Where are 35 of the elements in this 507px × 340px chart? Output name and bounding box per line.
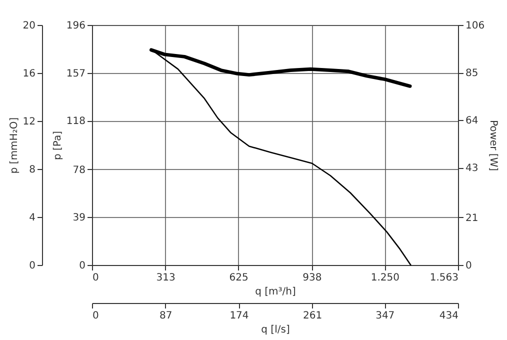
y-tick-label: 196 xyxy=(66,20,86,32)
y3-axis-title: p [mmH₂O] xyxy=(8,117,20,174)
y3-tick-label: 16 xyxy=(22,68,36,80)
y-tick-label: 0 xyxy=(79,260,86,272)
x-tick-label: 0 xyxy=(92,272,99,284)
x2-tick-label: 174 xyxy=(230,310,249,322)
x2-tick-label: 261 xyxy=(303,310,322,322)
y3-tick-label: 4 xyxy=(29,212,36,224)
y2-tick-label: 0 xyxy=(466,260,472,272)
x-tick-label: 938 xyxy=(302,272,322,284)
x2-tick-label: 434 xyxy=(439,310,458,322)
y3-tick-label: 12 xyxy=(22,116,36,128)
x2-tick-label: 87 xyxy=(160,310,172,322)
y3-tick-label: 20 xyxy=(22,20,36,32)
y2-tick-label: 106 xyxy=(466,20,485,32)
x2-tick-label: 0 xyxy=(92,310,99,322)
x-axis-title: q [m³/h] xyxy=(255,286,296,298)
x-tick-label: 625 xyxy=(229,272,248,284)
x2-tick-label: 347 xyxy=(376,310,395,322)
y2-tick-label: 85 xyxy=(466,68,478,80)
y-axis-title: p [Pa] xyxy=(52,130,64,160)
y3-tick-label: 0 xyxy=(29,260,36,272)
x-tick-label: 1.563 xyxy=(430,272,458,284)
y2-axis-title: Power [W] xyxy=(488,120,499,172)
y-tick-label: 78 xyxy=(72,164,86,176)
x2-axis-title: q [l/s] xyxy=(261,324,290,336)
y2-tick-label: 64 xyxy=(466,116,478,127)
x-tick-label: 313 xyxy=(156,272,176,284)
x-tick-label: 1.250 xyxy=(370,272,400,284)
y2-tick-label: 21 xyxy=(466,212,478,224)
y3-tick-label: 8 xyxy=(29,164,36,176)
y2-tick-label: 43 xyxy=(466,163,478,174)
y-tick-label: 157 xyxy=(66,68,86,80)
y-tick-label: 39 xyxy=(72,212,86,224)
y-tick-label: 118 xyxy=(66,116,86,128)
